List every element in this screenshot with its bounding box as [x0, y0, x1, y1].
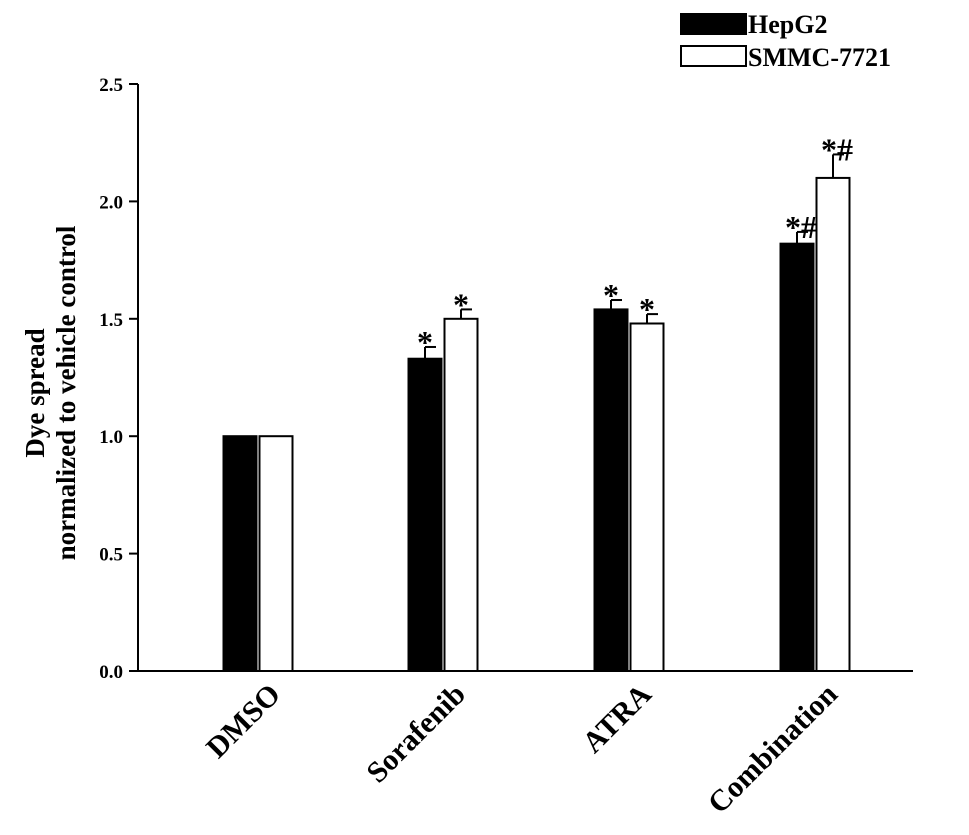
- y-tick-label: 2.5: [99, 75, 123, 96]
- legend-label-smmc7721: SMMC-7721: [748, 43, 891, 72]
- x-tick-label-group: ATRA: [576, 677, 658, 759]
- y-axis-title: Dye spread normalized to vehicle control: [20, 225, 81, 560]
- significance-annotation: *#: [785, 209, 817, 245]
- significance-annotation: *: [453, 286, 469, 322]
- bar-smmc7721-combination: [815, 176, 851, 672]
- x-tick-labels: DMSO Sorafenib ATRA Combination: [200, 677, 844, 820]
- y-axis-title-line2: normalized to vehicle control: [51, 225, 81, 560]
- y-tick-label: 0.5: [99, 545, 123, 566]
- bar-hepg2-sorafenib: [407, 357, 443, 672]
- x-tick-label-atra: ATRA: [576, 677, 658, 759]
- bar-smmc7721-atra: [629, 322, 665, 672]
- bar-smmc7721-sorafenib: [443, 317, 479, 672]
- bars: * * *# * * *#: [222, 131, 853, 673]
- x-tick-label-group: DMSO: [200, 678, 287, 765]
- legend-label-hepg2: HepG2: [748, 10, 827, 39]
- significance-annotation: *: [639, 291, 655, 327]
- x-tick-label-sorafenib: Sorafenib: [360, 678, 472, 790]
- y-tick-label: 1.5: [99, 310, 123, 331]
- bar-hepg2-atra: [593, 308, 629, 672]
- y-axis-title-line1: Dye spread: [20, 328, 50, 457]
- x-tick-label-group: Combination: [702, 677, 845, 820]
- x-tick-label-dmso: DMSO: [200, 678, 287, 765]
- y-tick-label: 1.0: [99, 427, 123, 448]
- legend-swatch-smmc7721: [680, 45, 747, 67]
- x-tick-label-combination: Combination: [702, 677, 845, 820]
- legend-swatch-hepg2: [680, 13, 747, 35]
- significance-annotation: *: [603, 277, 619, 313]
- bar-smmc7721-dmso: [258, 435, 294, 673]
- significance-annotation: *: [417, 324, 433, 360]
- bar-hepg2-combination: [779, 242, 815, 672]
- y-ticks: 0.0 0.5 1.0 1.5 2.0 2.5: [99, 75, 138, 683]
- y-tick-label: 0.0: [99, 662, 123, 683]
- significance-annotation: *#: [821, 131, 853, 167]
- x-tick-label-group: Sorafenib: [360, 678, 472, 790]
- bar-hepg2-dmso: [222, 435, 258, 673]
- legend: HepG2 SMMC-7721: [680, 10, 891, 72]
- y-tick-label: 2.0: [99, 192, 123, 213]
